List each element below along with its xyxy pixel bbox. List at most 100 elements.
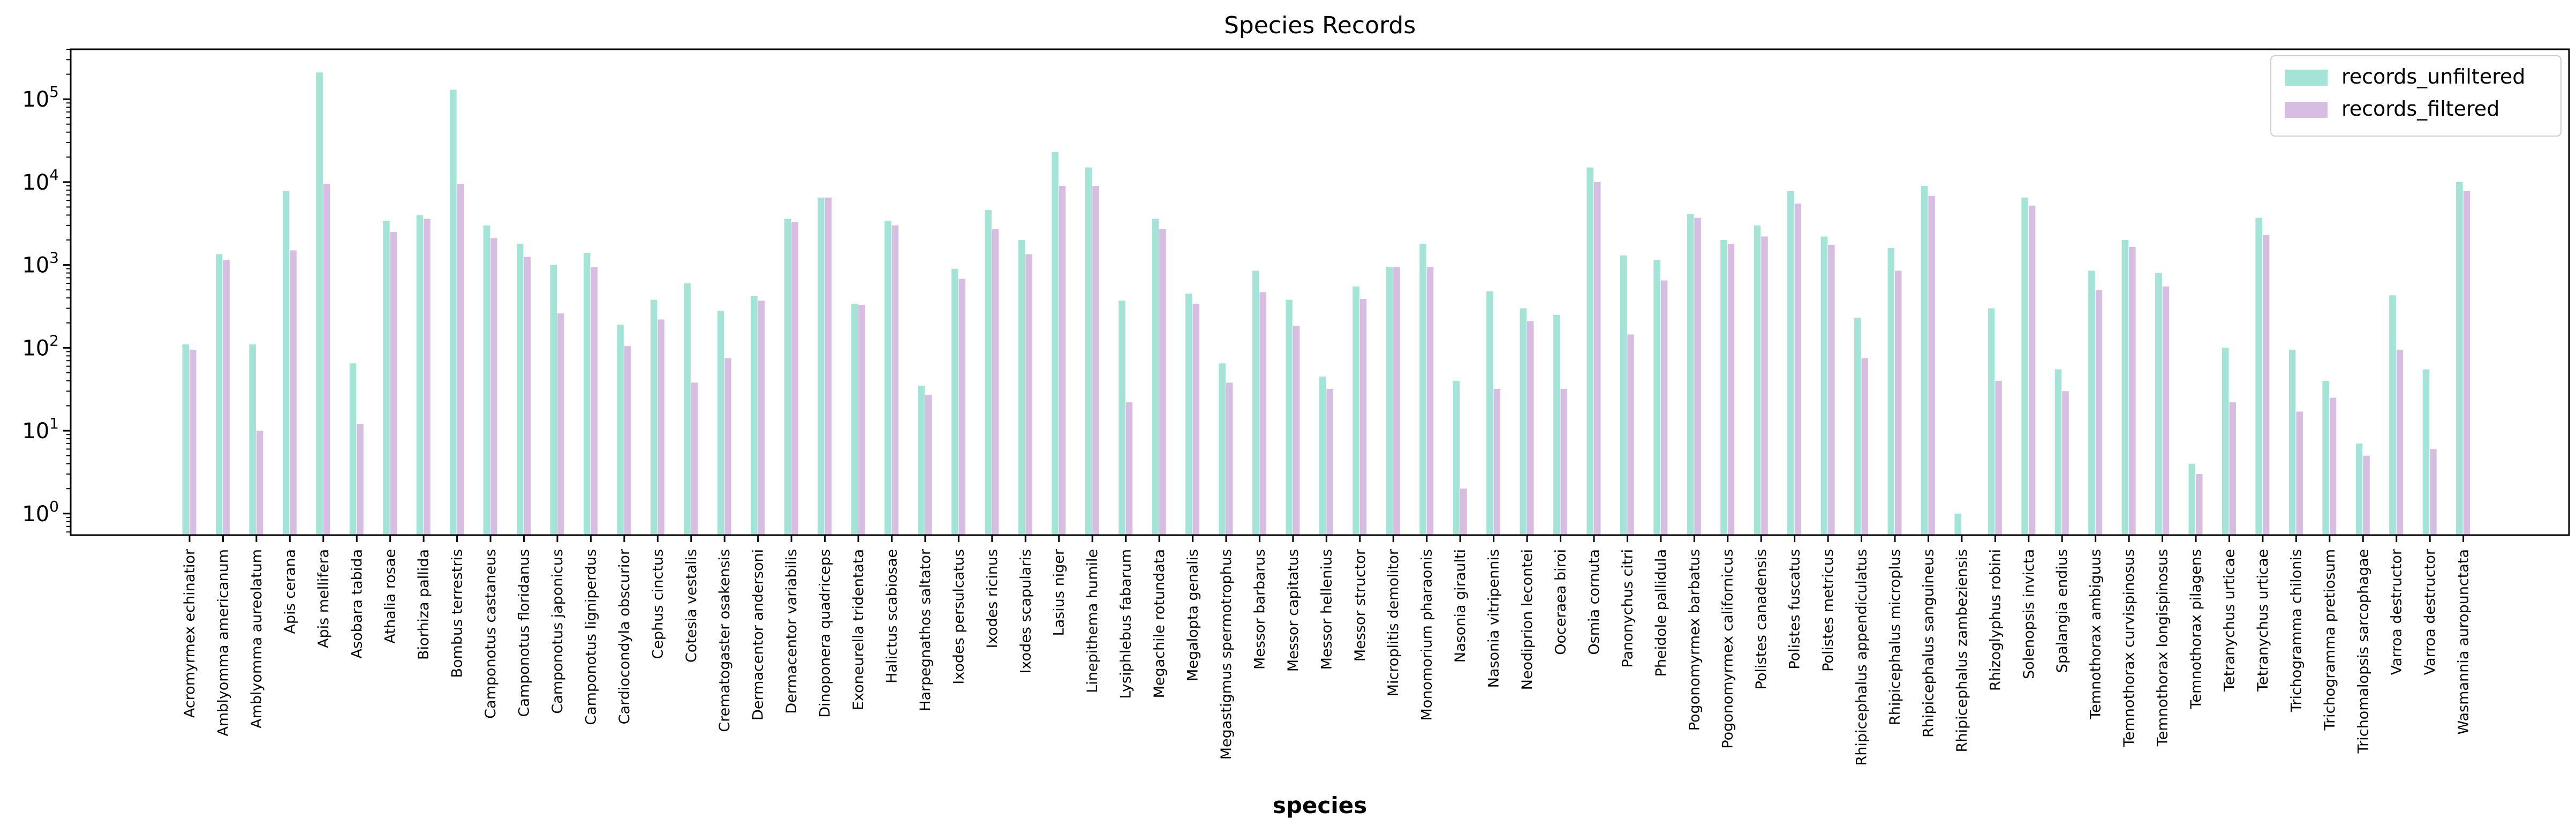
bar-records_unfiltered — [2121, 240, 2129, 535]
y-tick-label: 104 — [22, 166, 59, 195]
x-tick-label: Dermacentor andersoni — [750, 549, 767, 720]
x-tick-label: Temnothorax curvispinosus — [2121, 549, 2137, 747]
bar-records_unfiltered — [1319, 377, 1326, 535]
bar-records_unfiltered — [951, 268, 958, 535]
bar-records_filtered — [1727, 244, 1735, 536]
bar-records_filtered — [1159, 229, 1166, 535]
legend-box — [2270, 55, 2562, 137]
bar-records_filtered — [724, 358, 731, 535]
bar-records_unfiltered — [282, 191, 290, 536]
bar-records_unfiltered — [249, 344, 256, 535]
x-tick-label: Pogonomyrmex barbatus — [1686, 549, 1703, 731]
bar-records_unfiltered — [383, 221, 390, 535]
x-tick-label: Microplitis demolitor — [1385, 549, 1402, 696]
bar-records_filtered — [457, 184, 464, 535]
bar-records_filtered — [925, 395, 932, 535]
bar-records_filtered — [1828, 245, 1835, 535]
x-tick-label: Temnothorax longispinosus — [2155, 549, 2171, 747]
bar-records_filtered — [2095, 290, 2103, 535]
bar-records_unfiltered — [617, 325, 624, 535]
bar-records_filtered — [1560, 388, 1567, 535]
x-tick-label: Camponotus ligniperdus — [583, 549, 599, 725]
bar-records_filtered — [2028, 205, 2036, 535]
bar-records_unfiltered — [1085, 167, 1092, 536]
x-tick-label: Temnothorax ambiguus — [2088, 549, 2104, 720]
x-tick-label: Messor capitatus — [1285, 549, 1302, 672]
bar-records_filtered — [2062, 391, 2069, 535]
bar-records_filtered — [1995, 380, 2002, 535]
x-tick-label: Crematogaster osakensis — [716, 549, 733, 732]
x-tick-label: Osmia cornuta — [1586, 549, 1603, 655]
legend-swatch — [2285, 102, 2328, 118]
bar-records_unfiltered — [684, 283, 691, 535]
x-tick-label: Tetranychus urticae — [2221, 549, 2238, 692]
bar-records_filtered — [791, 222, 798, 535]
bar-records_filtered — [1259, 292, 1266, 535]
bar-records_filtered — [2129, 247, 2136, 535]
x-tick-label: Temnothorax pilagens — [2188, 549, 2204, 710]
x-tick-label: Lasius niger — [1051, 549, 1068, 636]
x-tick-label: Polistes canadensis — [1753, 549, 1770, 689]
bar-records_filtered — [1794, 204, 1802, 536]
x-tick-label: Trichomalopsis sarcophagae — [2355, 549, 2371, 754]
bar-records_unfiltered — [1921, 186, 1928, 535]
x-tick-label: Cotesia vestalis — [683, 549, 700, 663]
bar-records_unfiltered — [1052, 152, 1059, 535]
x-tick-label: Trichogramma pretiosum — [2322, 549, 2338, 731]
bar-records_unfiltered — [751, 296, 758, 535]
bar-records_unfiltered — [1286, 299, 1293, 535]
x-tick-label: Messor structor — [1352, 549, 1369, 662]
y-tick-label: 102 — [22, 332, 59, 360]
bar-records_unfiltered — [1453, 380, 1460, 535]
x-tick-label: Rhizoglyphus robini — [1987, 549, 2004, 691]
y-tick-label: 103 — [22, 249, 59, 278]
x-tick-label: Wasmannia auropunctata — [2456, 549, 2472, 734]
x-tick-label: Rhipicephalus microplus — [1887, 549, 1903, 725]
bar-records_unfiltered — [1620, 256, 1627, 535]
bar-records_filtered — [1059, 186, 1066, 535]
bar-records_unfiltered — [1653, 260, 1660, 535]
bar-records_filtered — [1125, 402, 1133, 535]
bar-records_unfiltered — [583, 253, 591, 535]
x-tick-label: Lysiphlebus fabarum — [1118, 549, 1135, 699]
bar-records_unfiltered — [985, 210, 992, 536]
bar-records_filtered — [1928, 196, 1935, 535]
bar-records_unfiltered — [483, 225, 490, 535]
bar-records_unfiltered — [1252, 271, 1259, 535]
bar-records_unfiltered — [2222, 348, 2229, 535]
bar-records_filtered — [2162, 286, 2170, 535]
x-tick-label: Asobara tabida — [349, 549, 365, 658]
x-tick-label: Spalangia endius — [2054, 549, 2071, 673]
x-tick-label: Ixodes persulcatus — [950, 549, 967, 685]
bar-records_filtered — [1761, 236, 1768, 536]
bar-records_unfiltered — [885, 221, 892, 535]
bar-records_unfiltered — [1887, 248, 1894, 535]
bar-records_filtered — [2196, 474, 2203, 535]
x-tick-label: Rhipicephalus appendiculatus — [1854, 549, 1870, 766]
x-tick-label: Apis mellifera — [315, 549, 332, 648]
bar-records_unfiltered — [416, 215, 424, 535]
bar-records_unfiltered — [1018, 240, 1025, 535]
x-tick-label: Linepithema humile — [1084, 549, 1101, 693]
x-tick-label: Monomorium pharaonis — [1419, 549, 1436, 721]
bar-records_unfiltered — [1820, 236, 1828, 536]
bar-records_unfiltered — [784, 219, 791, 535]
bar-records_filtered — [2229, 402, 2236, 535]
bar-records_filtered — [1393, 267, 1400, 535]
x-tick-label: Amblyomma aureolatum — [248, 549, 265, 728]
bar-records_unfiltered — [1419, 244, 1426, 536]
bar-records_filtered — [1426, 267, 1434, 535]
x-tick-label: Harpegnathos saltator — [917, 549, 934, 711]
x-tick-label: Megachile rotundata — [1151, 549, 1168, 698]
bar-records_unfiltered — [1787, 191, 1794, 536]
x-tick-label: Dinoponera quadriceps — [817, 549, 834, 718]
bar-records_filtered — [1861, 358, 1868, 535]
x-tick-label: Camponotus japonicus — [549, 549, 566, 714]
bar-records_unfiltered — [1988, 308, 1995, 535]
bar-records_unfiltered — [918, 385, 925, 535]
x-tick-label: Polistes fuscatus — [1787, 549, 1803, 670]
bar-records_filtered — [2329, 397, 2337, 535]
bar-records_filtered — [691, 382, 698, 535]
x-tick-label: Neodiprion lecontei — [1519, 549, 1536, 690]
